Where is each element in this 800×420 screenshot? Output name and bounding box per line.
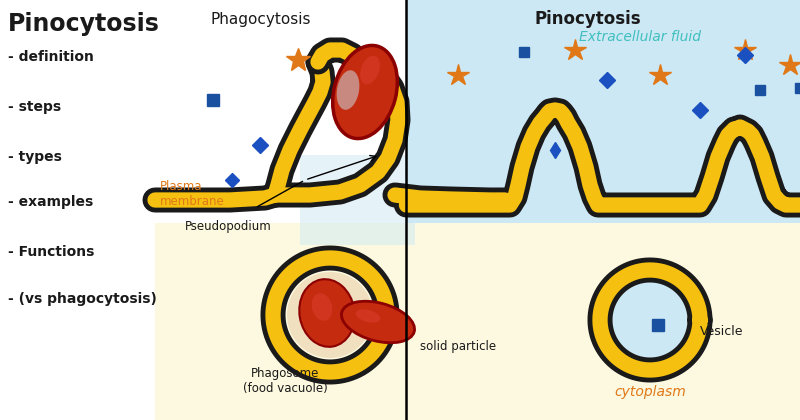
Text: cytoplasm: cytoplasm: [614, 385, 686, 399]
Bar: [155, 0, 406, 223]
Text: Phagocytosis: Phagocytosis: [210, 12, 310, 27]
Ellipse shape: [299, 279, 354, 347]
Ellipse shape: [312, 293, 332, 321]
Text: - definition: - definition: [8, 50, 94, 64]
Bar: [406, 223, 800, 420]
Text: - Functions: - Functions: [8, 245, 94, 259]
Text: Vesicle: Vesicle: [700, 325, 743, 338]
Circle shape: [287, 272, 373, 358]
Ellipse shape: [337, 70, 359, 110]
Ellipse shape: [333, 45, 398, 139]
Circle shape: [612, 282, 688, 358]
Text: - examples: - examples: [8, 195, 94, 209]
Text: Pseudopodium: Pseudopodium: [185, 220, 272, 233]
Text: solid particle: solid particle: [420, 340, 496, 353]
Text: - types: - types: [8, 150, 62, 164]
Ellipse shape: [356, 310, 380, 323]
Polygon shape: [700, 127, 792, 205]
Polygon shape: [510, 110, 598, 205]
Text: Pinocytosis: Pinocytosis: [534, 10, 641, 28]
Text: Plasma
membrane: Plasma membrane: [160, 180, 225, 208]
Text: - (vs phagocytosis): - (vs phagocytosis): [8, 292, 157, 306]
Text: Phagosome
(food vacuole): Phagosome (food vacuole): [242, 367, 327, 395]
Ellipse shape: [342, 301, 414, 343]
Text: Extracellular fluid: Extracellular fluid: [579, 30, 701, 44]
Bar: [300, 155, 415, 245]
Ellipse shape: [360, 55, 380, 84]
Bar: [406, 0, 800, 223]
Bar: [155, 223, 406, 420]
Text: Pinocytosis: Pinocytosis: [8, 12, 160, 36]
Text: - steps: - steps: [8, 100, 61, 114]
